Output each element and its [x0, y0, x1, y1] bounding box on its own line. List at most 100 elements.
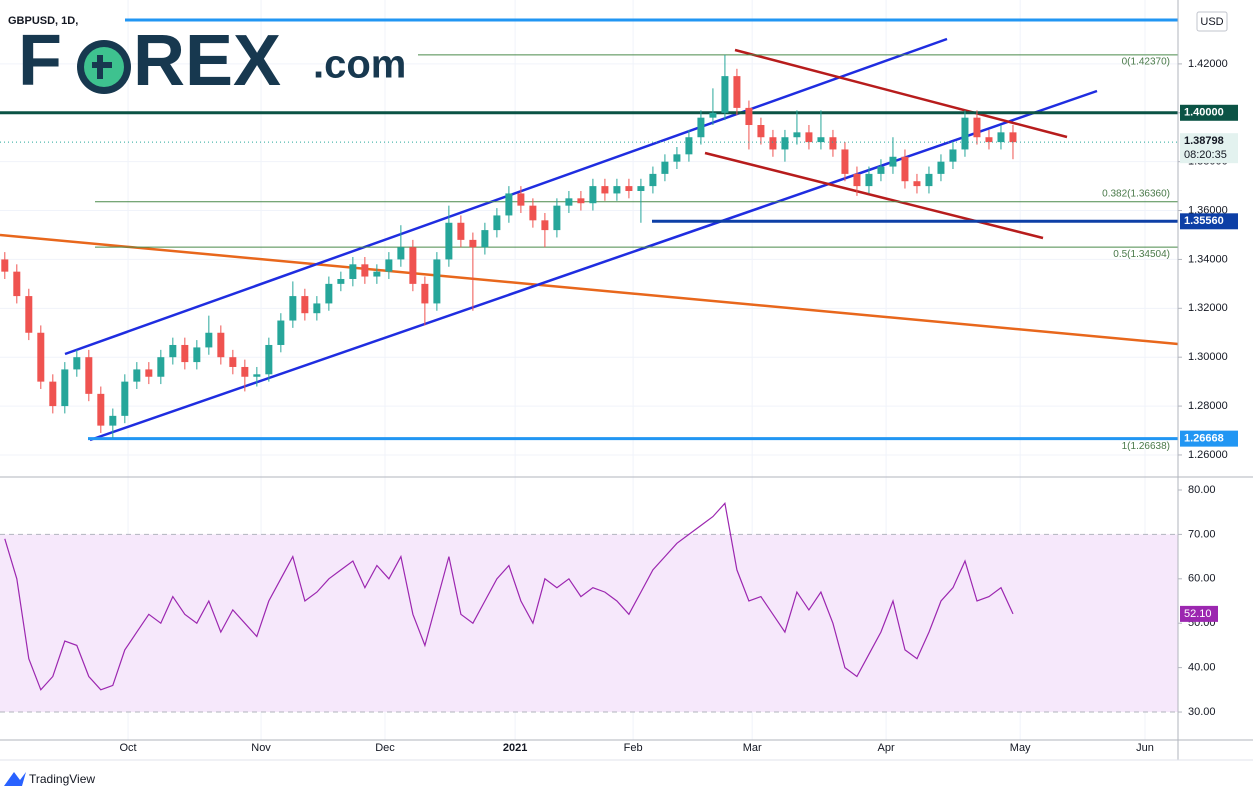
candle-body	[865, 173, 873, 187]
candle-body	[625, 186, 633, 191]
candle-body	[817, 137, 825, 143]
candle-body	[61, 369, 69, 407]
symbol: GBPUSD, 1D,	[8, 15, 78, 27]
rsi-band	[0, 534, 1178, 713]
level-label: 1.40000	[1184, 107, 1224, 119]
candle-body	[529, 205, 537, 221]
candle-body	[697, 117, 705, 138]
candle-body	[37, 332, 45, 382]
candle-body	[505, 193, 513, 216]
candle-body	[229, 357, 237, 367]
candle-body	[157, 357, 165, 377]
x-tick-label: May	[1010, 742, 1031, 754]
candle-body	[553, 205, 561, 231]
currency: USD	[1200, 16, 1223, 28]
axes-layer: SepOctNovDec2021FebMarAprMayJun1.260001.…	[0, 0, 1253, 761]
candle-body	[877, 166, 885, 174]
marks-layer: 0(1.42370) 0.382(1.36360) 0.5(1.34504) 1(1.…	[0, 54, 1178, 691]
fib-label: 0.5(1.34504)	[1113, 249, 1170, 260]
candle-body	[613, 186, 621, 194]
candle-body	[241, 366, 249, 377]
candle-body	[769, 137, 777, 150]
trend-line	[0, 233, 1179, 346]
candle-body	[181, 344, 189, 363]
candle-body	[97, 393, 105, 426]
candle-body	[1, 259, 9, 272]
candle-body	[445, 222, 453, 260]
grid-layer	[0, 0, 1178, 740]
candle-body	[421, 283, 429, 304]
candle-body	[973, 117, 981, 138]
candle-body	[985, 137, 993, 143]
candle-body	[805, 132, 813, 143]
candle-body	[577, 198, 585, 204]
candle-body	[457, 222, 465, 240]
fib-label: 1(1.26638)	[1122, 441, 1170, 452]
drawings	[0, 18, 1179, 442]
candle-body	[649, 173, 657, 187]
y-tick-label: 1.26000	[1188, 449, 1228, 461]
x-tick-label: Oct	[119, 742, 136, 754]
candle-body	[301, 296, 309, 314]
footer-logo	[4, 772, 26, 786]
last-price-label: 1.38798	[1184, 135, 1224, 147]
price-axis	[1178, 0, 1253, 760]
candle-body	[637, 186, 645, 191]
candle-body	[253, 374, 261, 377]
y-tick-label: 1.32000	[1188, 302, 1228, 314]
candle-body	[841, 149, 849, 174]
y-tick-label: 60.00	[1188, 573, 1216, 585]
logo-text: .com	[313, 43, 406, 87]
candle-body	[49, 381, 57, 407]
candle-body	[373, 271, 381, 277]
candle-body	[73, 357, 81, 370]
candle-body	[793, 132, 801, 138]
candle-body	[325, 283, 333, 304]
candle-body	[721, 76, 729, 113]
candle-body	[433, 259, 441, 304]
candle-body	[829, 137, 837, 150]
candle-body	[913, 181, 921, 187]
currency-box	[1196, 11, 1228, 32]
x-tick-label: Mar	[743, 742, 762, 754]
candle-body	[277, 320, 285, 345]
level-label-box	[1180, 430, 1238, 447]
candle-body	[493, 215, 501, 231]
candle-body	[397, 247, 405, 260]
candle-body	[313, 303, 321, 314]
x-tick-label: Nov	[251, 742, 271, 754]
candle-body	[1009, 132, 1017, 143]
candle-body	[193, 347, 201, 363]
candle-body	[901, 156, 909, 182]
candle-body	[733, 76, 741, 108]
candle-body	[853, 173, 861, 187]
candle-body	[937, 161, 945, 174]
logo-text: REX	[133, 21, 281, 101]
candle-body	[661, 161, 669, 174]
candle-body	[745, 107, 753, 126]
fib-label: 0.382(1.36360)	[1102, 188, 1170, 199]
last-price-box	[1180, 133, 1238, 164]
countdown: 08:20:35	[1184, 149, 1227, 161]
candle-body	[265, 344, 273, 375]
rsi-last-label: 52.10	[1184, 608, 1212, 620]
candle-body	[13, 271, 21, 297]
level-label: 1.26668	[1184, 433, 1224, 445]
footer: TradingView	[4, 772, 95, 786]
candle-body	[337, 278, 345, 284]
rsi-line	[4, 501, 1014, 691]
candle-body	[589, 186, 597, 204]
x-tick-label: Apr	[878, 742, 895, 754]
logo-o	[92, 62, 112, 68]
candle-body	[757, 125, 765, 138]
y-tick-label: 30.00	[1188, 706, 1216, 718]
level-label-box	[1180, 104, 1238, 121]
candle-body	[217, 332, 225, 358]
candle-body	[169, 344, 177, 358]
candle-body	[85, 357, 93, 394]
y-tick-label: 1.30000	[1188, 351, 1228, 363]
candle-body	[925, 173, 933, 187]
x-tick-label: 2021	[503, 742, 527, 754]
candle-body	[469, 239, 477, 248]
x-tick-label: Dec	[375, 742, 395, 754]
